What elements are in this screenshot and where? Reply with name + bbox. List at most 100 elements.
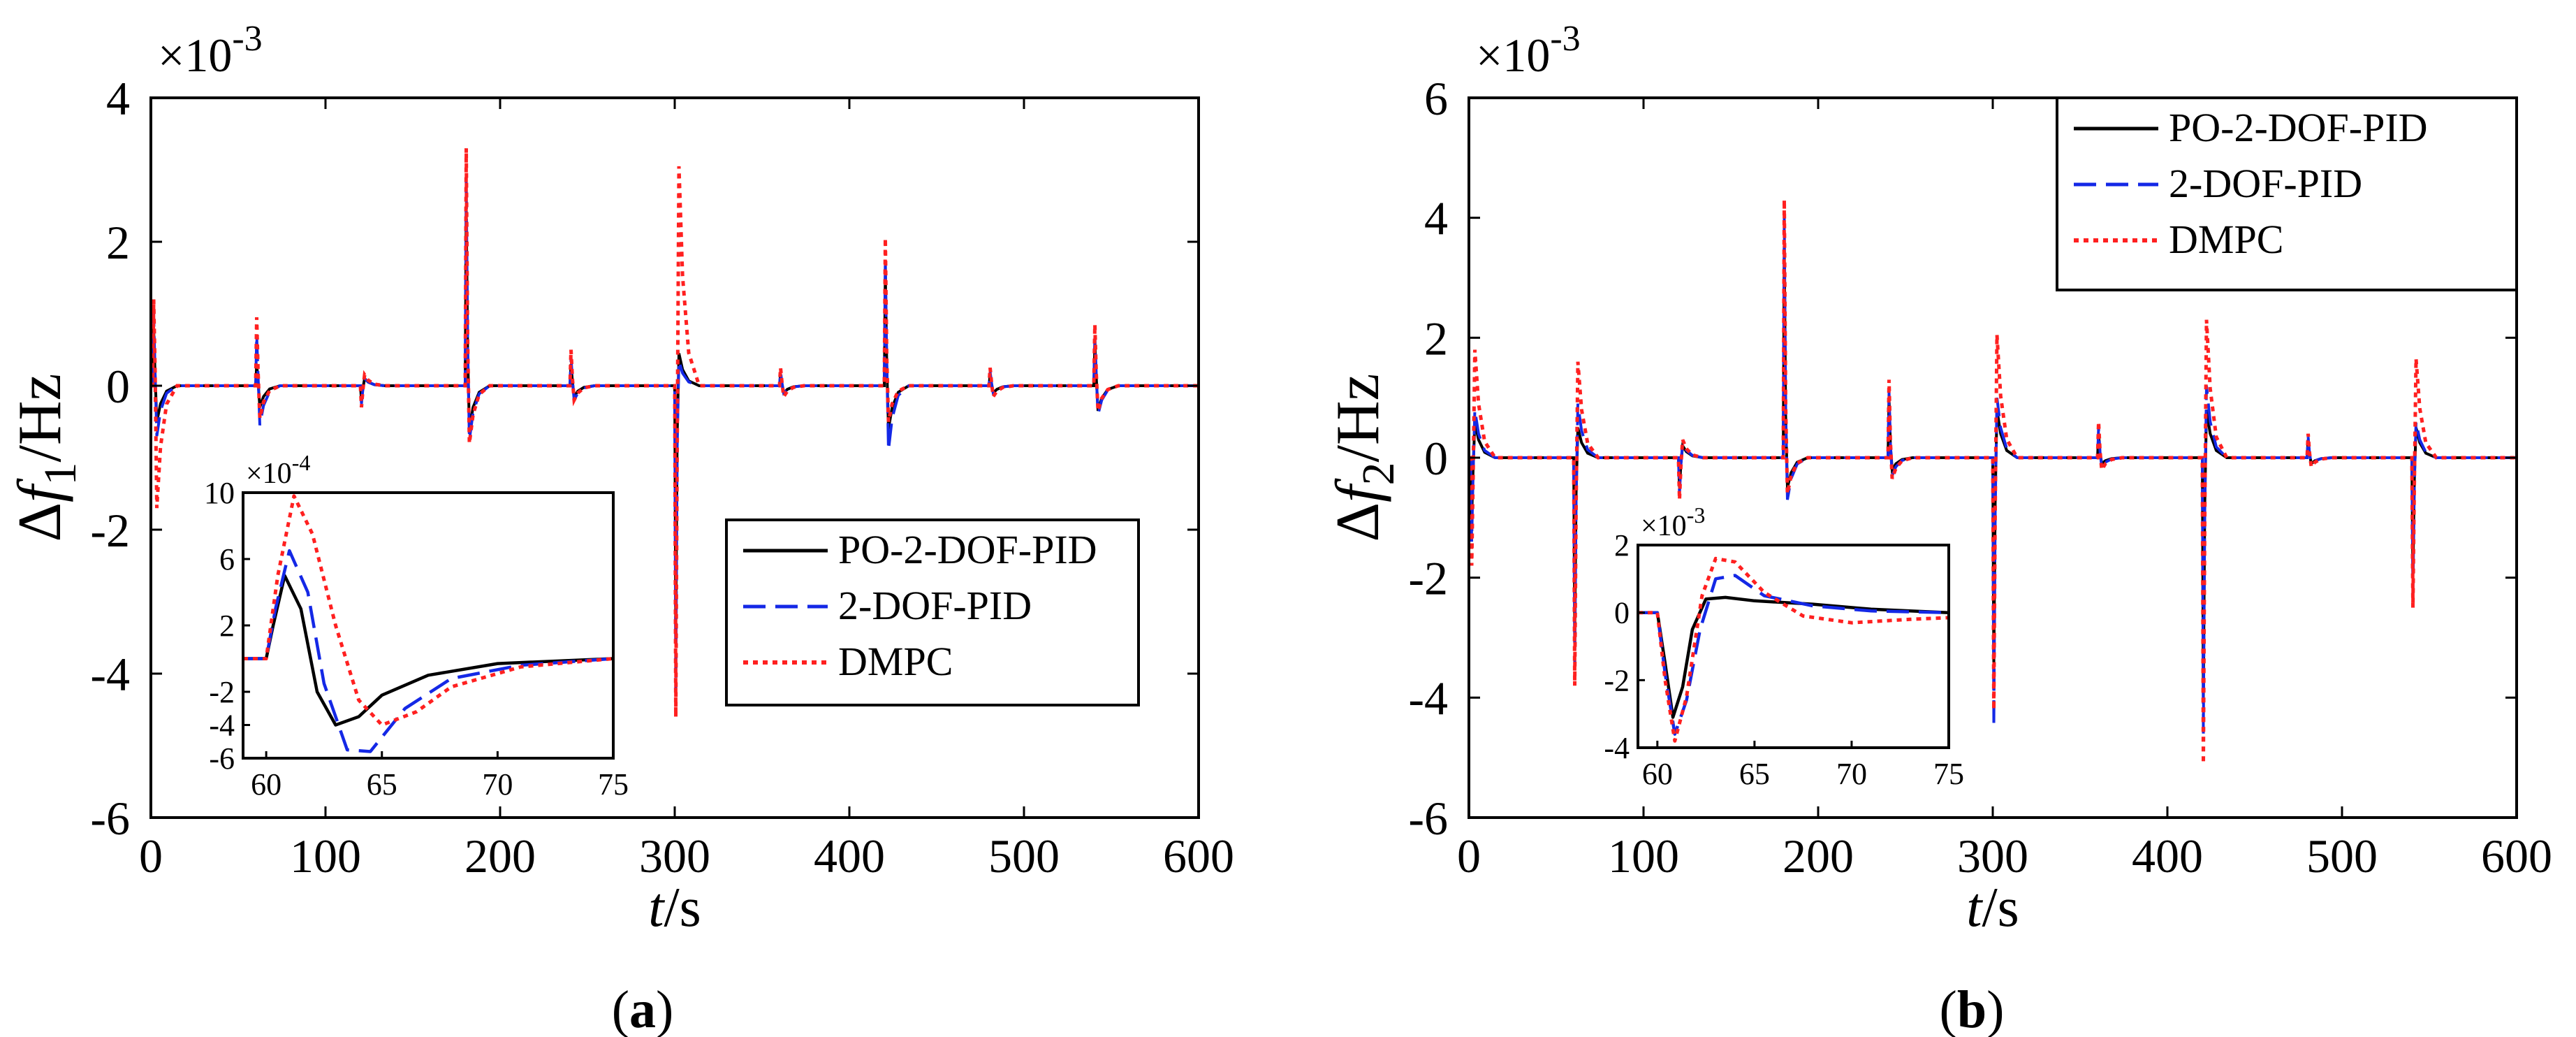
series-line-DMPC	[151, 148, 1199, 717]
inset-series-group	[243, 494, 613, 753]
inset-chart: 60 65 70 75 -4 -2 0 2 ×10-3	[1604, 502, 1964, 791]
y-axis-label: Δf1/Hz	[6, 373, 86, 542]
y-multiplier: ×10-3	[158, 19, 263, 82]
y-tick-label: 0	[1424, 432, 1448, 485]
x-tick-label: 500	[988, 829, 1060, 883]
inset-multiplier-base: ×10	[246, 458, 292, 490]
inset-y-tick-label: -2	[209, 675, 235, 709]
y-multiplier-exp: -3	[232, 19, 262, 59]
panel-caption: (b)	[1940, 980, 2005, 1037]
inset-y-tick-label: -4	[1604, 731, 1630, 765]
y-multiplier-base: ×10	[158, 29, 232, 82]
y-tick-label: -2	[1408, 552, 1448, 605]
series-line-DMPC	[1469, 199, 2517, 764]
inset-x-tick-label: 70	[1836, 757, 1867, 791]
inset-background	[1638, 545, 1949, 748]
y-tick-label: -4	[1408, 672, 1448, 725]
legend-label: DMPC	[2169, 217, 2283, 262]
inset-multiplier-exp: -3	[1687, 502, 1706, 528]
inset-line-DMPC	[1638, 556, 1949, 743]
y-tick-label: -4	[90, 648, 130, 701]
inset-x-tick-label: 75	[1933, 757, 1964, 791]
y-label-subscript: 1	[35, 463, 86, 486]
y-tick-label: 4	[106, 72, 130, 125]
panels-layer: 0 100 200 300 400 500 600-6-4-2024×10-3Δf1/Hzt…	[6, 19, 2552, 1037]
legend-label: PO-2-DOF-PID	[2169, 105, 2428, 150]
x-label-unit: /s	[1982, 877, 2019, 938]
x-tick-label: 400	[814, 829, 885, 883]
inset-y-tick-label: 10	[204, 476, 235, 510]
x-label-unit: /s	[664, 877, 701, 938]
caption-letter: b	[1957, 980, 1986, 1037]
x-axis-label: t/s	[1966, 877, 2019, 938]
y-label-delta: Δ	[1324, 502, 1392, 542]
caption-close: )	[656, 980, 673, 1037]
x-label-t: t	[648, 877, 665, 938]
inset-frame	[1637, 544, 1950, 749]
y-label-delta: Δ	[6, 502, 74, 542]
legend-label: PO-2-DOF-PID	[838, 527, 1097, 572]
inset-x-tick-label: 65	[1739, 757, 1770, 791]
y-tick-label: 0	[106, 360, 130, 413]
legend-label: 2-DOF-PID	[2169, 161, 2362, 206]
panel-caption: (a)	[612, 980, 674, 1037]
x-tick-label: 200	[464, 829, 536, 883]
y-tick-label: -2	[90, 504, 130, 557]
y-tick-label: 2	[106, 216, 130, 269]
y-tick-label: 2	[1424, 312, 1448, 365]
inset-y-tick-label: 2	[219, 609, 235, 643]
y-axis-label: Δf2/Hz	[1324, 373, 1404, 542]
x-tick-label: 600	[1163, 829, 1234, 883]
series-group	[1469, 199, 2517, 764]
x-tick-label: 100	[1608, 829, 1679, 883]
y-label-subscript: 2	[1353, 463, 1404, 486]
inset-line-DMPC	[243, 494, 613, 727]
inset-x-tick-label: 70	[482, 767, 513, 802]
caption-close: )	[1986, 980, 2004, 1037]
inset-y-tick-label: -6	[209, 741, 235, 776]
y-tick-label: -6	[1408, 792, 1448, 845]
caption-open: (	[612, 980, 629, 1037]
y-multiplier-exp: -3	[1550, 19, 1580, 59]
y-multiplier-base: ×10	[1476, 29, 1550, 82]
inset-y-tick-label: 6	[219, 542, 235, 576]
x-tick-label: 500	[2306, 829, 2378, 883]
y-label-unit: /Hz	[1324, 373, 1392, 462]
x-tick-label: 0	[139, 829, 163, 883]
y-tick-label: 4	[1424, 192, 1448, 245]
x-tick-label: 0	[1457, 829, 1481, 883]
inset-y-tick-label: -2	[1604, 663, 1630, 697]
inset-line-2-DOF-PID	[243, 549, 613, 753]
x-tick-label: 400	[2132, 829, 2203, 883]
inset-y-tick-label: -4	[209, 709, 235, 743]
x-label-t: t	[1966, 877, 1983, 938]
y-multiplier: ×10-3	[1476, 19, 1581, 82]
x-tick-label: 300	[639, 829, 710, 883]
x-tick-label: 100	[290, 829, 361, 883]
y-tick-label: 6	[1424, 72, 1448, 125]
inset-x-tick-label: 75	[598, 767, 629, 802]
series-group	[151, 148, 1199, 717]
inset-multiplier-base: ×10	[1641, 510, 1687, 542]
caption-open: (	[1940, 980, 1957, 1037]
y-tick-label: -6	[90, 792, 130, 845]
panel-a: 0 100 200 300 400 500 600-6-4-2024×10-3Δf1/Hzt…	[6, 19, 1234, 1037]
inset-x-tick-label: 60	[251, 767, 281, 802]
inset-multiplier-exp: -4	[292, 450, 311, 475]
inset-multiplier: ×10-3	[1641, 502, 1705, 542]
legend-label: 2-DOF-PID	[838, 583, 1032, 628]
legend-label: DMPC	[838, 639, 953, 684]
inset-y-tick-label: 2	[1614, 528, 1630, 563]
inset-x-tick-label: 60	[1642, 757, 1673, 791]
inset-background	[243, 493, 613, 758]
y-label-unit: /Hz	[6, 373, 74, 462]
x-tick-label: 200	[1783, 829, 1854, 883]
x-tick-label: 600	[2481, 829, 2552, 883]
x-tick-label: 300	[1957, 829, 2028, 883]
x-axis-label: t/s	[648, 877, 701, 938]
inset-x-tick-label: 65	[367, 767, 397, 802]
panel-b: 0 100 200 300 400 500 600-6-4-20246×10-3Δf2/Hz…	[1324, 19, 2552, 1037]
inset-series-group	[1638, 556, 1949, 743]
